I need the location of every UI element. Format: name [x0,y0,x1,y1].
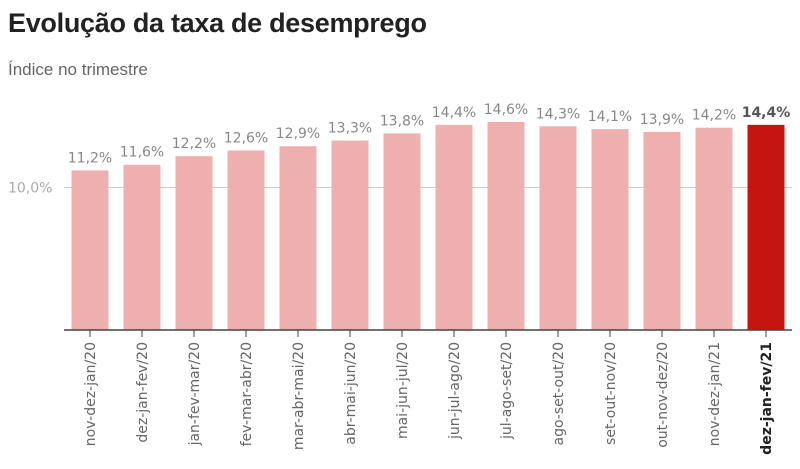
x-tick-label: fev-mar-abr/20 [239,342,255,446]
data-label: 14,6% [484,102,528,118]
x-tick-label: nov-dez-jan/21 [707,342,723,446]
bar [487,122,525,330]
data-label: 12,6% [224,130,268,146]
data-label: 12,9% [276,126,320,142]
chart-subtitle: Índice no trimestre [8,60,148,79]
bar [695,127,733,330]
bar [227,150,265,330]
bar [643,131,681,330]
data-label: 14,2% [692,108,736,124]
x-tick-label: mai-jun-jul/20 [395,342,411,439]
data-label: 14,4% [432,105,476,121]
data-label: 14,1% [588,109,632,125]
data-label: 13,8% [380,113,424,129]
x-tick-label: dez-jan-fev/20 [135,342,151,443]
chart-title: Evolução da taxa de desemprego [8,8,427,38]
x-tick-label: dez-jan-fev/21 [759,342,775,455]
data-label: 14,4% [742,105,791,121]
x-tick-label: jul-ago-set/20 [499,342,515,440]
bar [279,146,317,330]
data-label: 11,6% [120,145,164,161]
bar [331,140,369,330]
x-tick-label: ago-set-out/20 [551,342,567,446]
bar [71,170,109,330]
x-tick-label: nov-dez-jan/20 [83,342,99,446]
y-tick-label: 10,0% [8,181,52,197]
bar [123,164,161,330]
data-label: 11,2% [68,150,112,166]
data-label: 13,3% [328,121,372,137]
bar [175,156,213,330]
x-tick-label: abr-mai-jun/20 [343,342,359,445]
x-tick-label: jun-jul-ago/20 [447,342,463,440]
x-tick-label: jan-fev-mar/20 [187,342,203,446]
data-label: 13,9% [640,112,684,128]
bar [435,124,473,331]
bar [383,133,421,330]
x-tick-label: set-out-nov/20 [603,342,619,445]
bar [591,129,629,330]
x-tick-label: mar-abr-mai/20 [291,342,307,450]
x-tick-label: out-nov-dez/20 [655,342,671,448]
bar [747,124,785,331]
data-label: 12,2% [172,136,216,152]
bar [539,126,577,330]
data-label: 14,3% [536,106,580,122]
